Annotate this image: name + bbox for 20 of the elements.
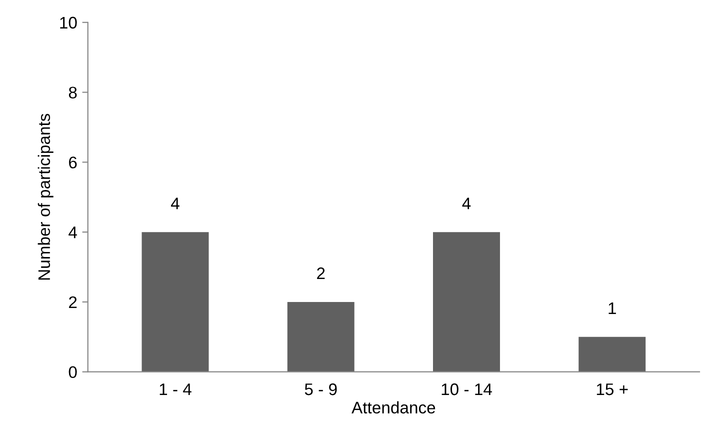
y-axis-title: Number of participants — [38, 114, 54, 280]
bar — [142, 232, 209, 372]
data-label: 4 — [170, 198, 180, 210]
y-tick-label: 6 — [69, 156, 77, 168]
y-tick-label: 10 — [60, 16, 77, 29]
x-axis-title: Attendance — [352, 401, 436, 414]
y-tick-label: 2 — [69, 296, 77, 308]
x-tick-label: 1 - 4 — [160, 384, 192, 396]
y-tick-label: 8 — [68, 86, 77, 98]
data-label: 1 — [608, 302, 616, 314]
y-tick-label: 4 — [68, 226, 77, 238]
x-tick-label: 10 - 14 — [442, 383, 492, 396]
bar — [433, 232, 500, 372]
bar — [578, 336, 646, 372]
x-tick-label: 15 + — [596, 384, 628, 396]
x-tick-label: 5 - 9 — [304, 383, 337, 396]
data-label: 2 — [317, 267, 325, 280]
bar — [287, 302, 354, 372]
data-label: 4 — [462, 198, 471, 210]
y-tick-label: 0 — [68, 366, 77, 378]
